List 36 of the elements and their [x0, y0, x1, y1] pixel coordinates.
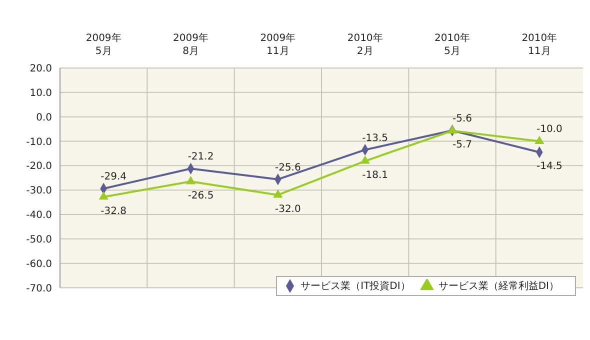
data-label: -32.0: [274, 204, 301, 215]
y-tick-label: 10.0: [30, 88, 52, 99]
legend-label: サービス業（経常利益DI）: [438, 280, 559, 292]
data-label: -13.5: [362, 132, 388, 144]
point: [534, 136, 544, 144]
point: [447, 125, 458, 134]
x-tick-label: 2010年 5月: [434, 32, 470, 57]
data-label: -32.8: [100, 206, 127, 217]
y-tick-label: -40.0: [26, 210, 52, 222]
x-tick-label: 2010年 2月: [347, 32, 383, 57]
data-label: -18.1: [362, 170, 388, 182]
point: [360, 155, 370, 164]
point: [98, 191, 108, 200]
y-tick-label: -70.0: [26, 283, 52, 294]
data-label: -14.5: [536, 161, 562, 172]
y-tick-label: 20.0: [30, 64, 52, 75]
x-tick-label: 2009年 11月: [260, 32, 296, 57]
y-tick-label: -50.0: [26, 234, 52, 246]
y-tick-label: -60.0: [26, 258, 52, 270]
point: [186, 176, 196, 184]
data-label: -5.6: [452, 114, 472, 124]
data-label: -25.6: [274, 162, 301, 174]
data-label: -26.5: [188, 190, 214, 202]
x-tick-label: 2010年 11月: [522, 32, 558, 57]
legend-label: サービス業（IT投資DI）: [300, 280, 410, 292]
data-label: -21.2: [188, 152, 214, 163]
data-label: -5.7: [452, 140, 472, 151]
y-tick-label: -30.0: [26, 186, 52, 197]
data-label: -29.4: [100, 172, 127, 183]
point: [273, 189, 283, 198]
y-tick-label: 0.0: [36, 112, 52, 124]
x-tick-label: 2009年 5月: [86, 32, 122, 57]
y-tick-label: -20.0: [26, 161, 52, 172]
y-tick-label: -10.0: [26, 136, 52, 148]
data-label: -10.0: [536, 124, 562, 136]
x-tick-label: 2009年 8月: [173, 32, 208, 57]
